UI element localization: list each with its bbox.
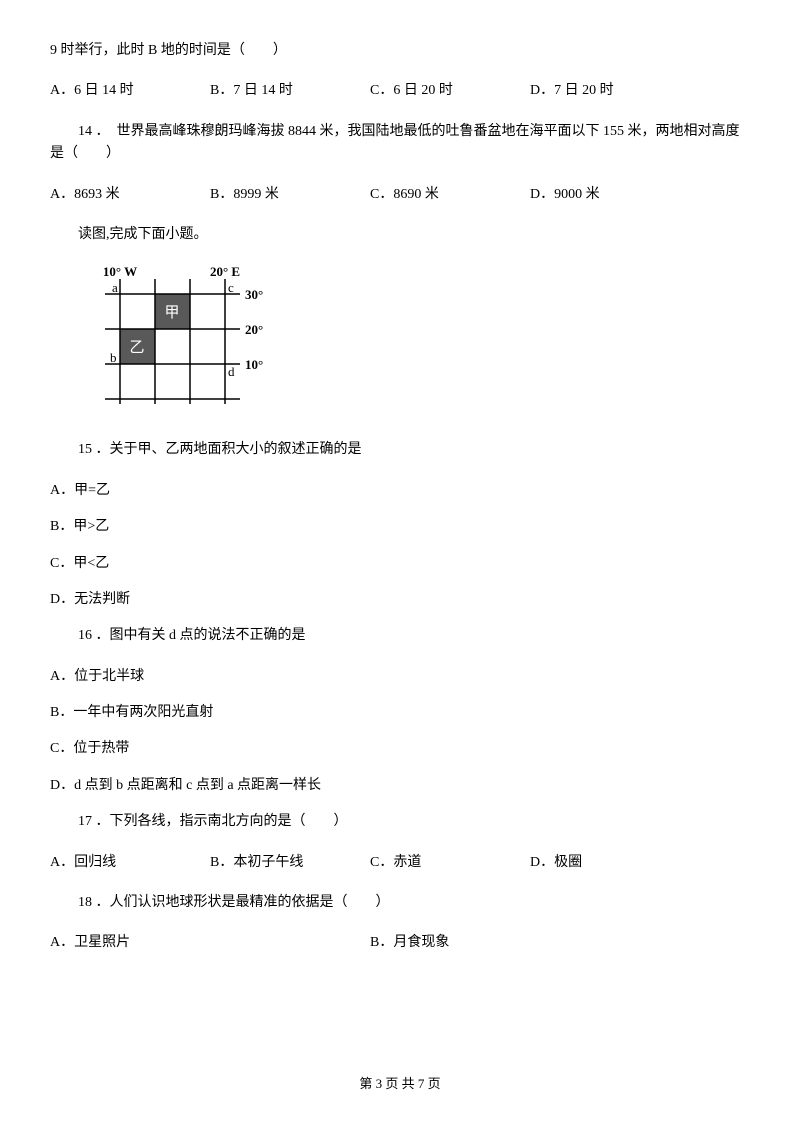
- label-w-lon: 10° W: [103, 264, 137, 279]
- q16-opt-b: B．一年中有两次阳光直射: [50, 702, 750, 724]
- label-jia: 甲: [164, 305, 179, 321]
- label-e-lon: 20° E: [210, 264, 240, 279]
- label-b: b: [110, 350, 117, 365]
- q17-options: A．回归线 B．本初子午线 C．赤道 D．极圈: [50, 852, 750, 874]
- q13-opt-d: D．7 日 20 时: [530, 80, 690, 102]
- label-c: c: [228, 280, 234, 295]
- q15-opt-a: A．甲=乙: [50, 480, 750, 502]
- q14-options: A．8693 米 B．8999 米 C．8690 米 D．9000 米: [50, 184, 750, 206]
- q17-opt-d: D．极圈: [530, 852, 690, 874]
- q17-opt-c: C．赤道: [370, 852, 530, 874]
- q15-opt-b: B．甲>乙: [50, 516, 750, 538]
- q15-opt-c: C．甲<乙: [50, 553, 750, 575]
- q14-stem: 14 ． 世界最高峰珠穆朗玛峰海拔 8844 米，我国陆地最低的吐鲁番盆地在海平…: [50, 121, 750, 166]
- q18-stem: 18 ．人们认识地球形状是最精准的依据是（ ）: [50, 892, 750, 914]
- q16-opt-c: C．位于热带: [50, 738, 750, 760]
- label-d: d: [228, 364, 235, 379]
- q13-opt-c: C．6 日 20 时: [370, 80, 530, 102]
- q14-opt-c: C．8690 米: [370, 184, 530, 206]
- q14-opt-b: B．8999 米: [210, 184, 370, 206]
- q13-opt-b: B．7 日 14 时: [210, 80, 370, 102]
- q13-stem-continuation: 9 时举行，此时 B 地的时间是（ ）: [50, 40, 750, 62]
- grid-diagram: 10° W 20° E 30° 20° 10° a c b d 甲 乙: [80, 264, 750, 419]
- q15-stem: 15 ．关于甲、乙两地面积大小的叙述正确的是: [50, 439, 750, 461]
- q16-opt-a: A．位于北半球: [50, 666, 750, 688]
- label-yi: 乙: [129, 340, 144, 356]
- q13-options: A．6 日 14 时 B．7 日 14 时 C．6 日 20 时 D．7 日 2…: [50, 80, 750, 102]
- q17-stem: 17 ．下列各线，指示南北方向的是（ ）: [50, 811, 750, 833]
- q17-opt-b: B．本初子午线: [210, 852, 370, 874]
- q16-opt-d: D．d 点到 b 点距离和 c 点到 a 点距离一样长: [50, 775, 750, 797]
- diagram-intro: 读图,完成下面小题。: [50, 224, 750, 246]
- q15-opt-d: D．无法判断: [50, 589, 750, 611]
- label-lat20: 20°: [245, 322, 263, 337]
- label-a: a: [112, 280, 118, 295]
- q18-opt-b: B．月食现象: [370, 932, 690, 954]
- q17-opt-a: A．回归线: [50, 852, 210, 874]
- q18-options: A．卫星照片 B．月食现象: [50, 932, 750, 954]
- q13-opt-a: A．6 日 14 时: [50, 80, 210, 102]
- label-lat30: 30°: [245, 287, 263, 302]
- q14-opt-d: D．9000 米: [530, 184, 690, 206]
- page-footer: 第 3 页 共 7 页: [0, 1073, 800, 1092]
- q18-opt-a: A．卫星照片: [50, 932, 370, 954]
- q16-stem: 16 ．图中有关 d 点的说法不正确的是: [50, 625, 750, 647]
- q14-opt-a: A．8693 米: [50, 184, 210, 206]
- label-lat10: 10°: [245, 357, 263, 372]
